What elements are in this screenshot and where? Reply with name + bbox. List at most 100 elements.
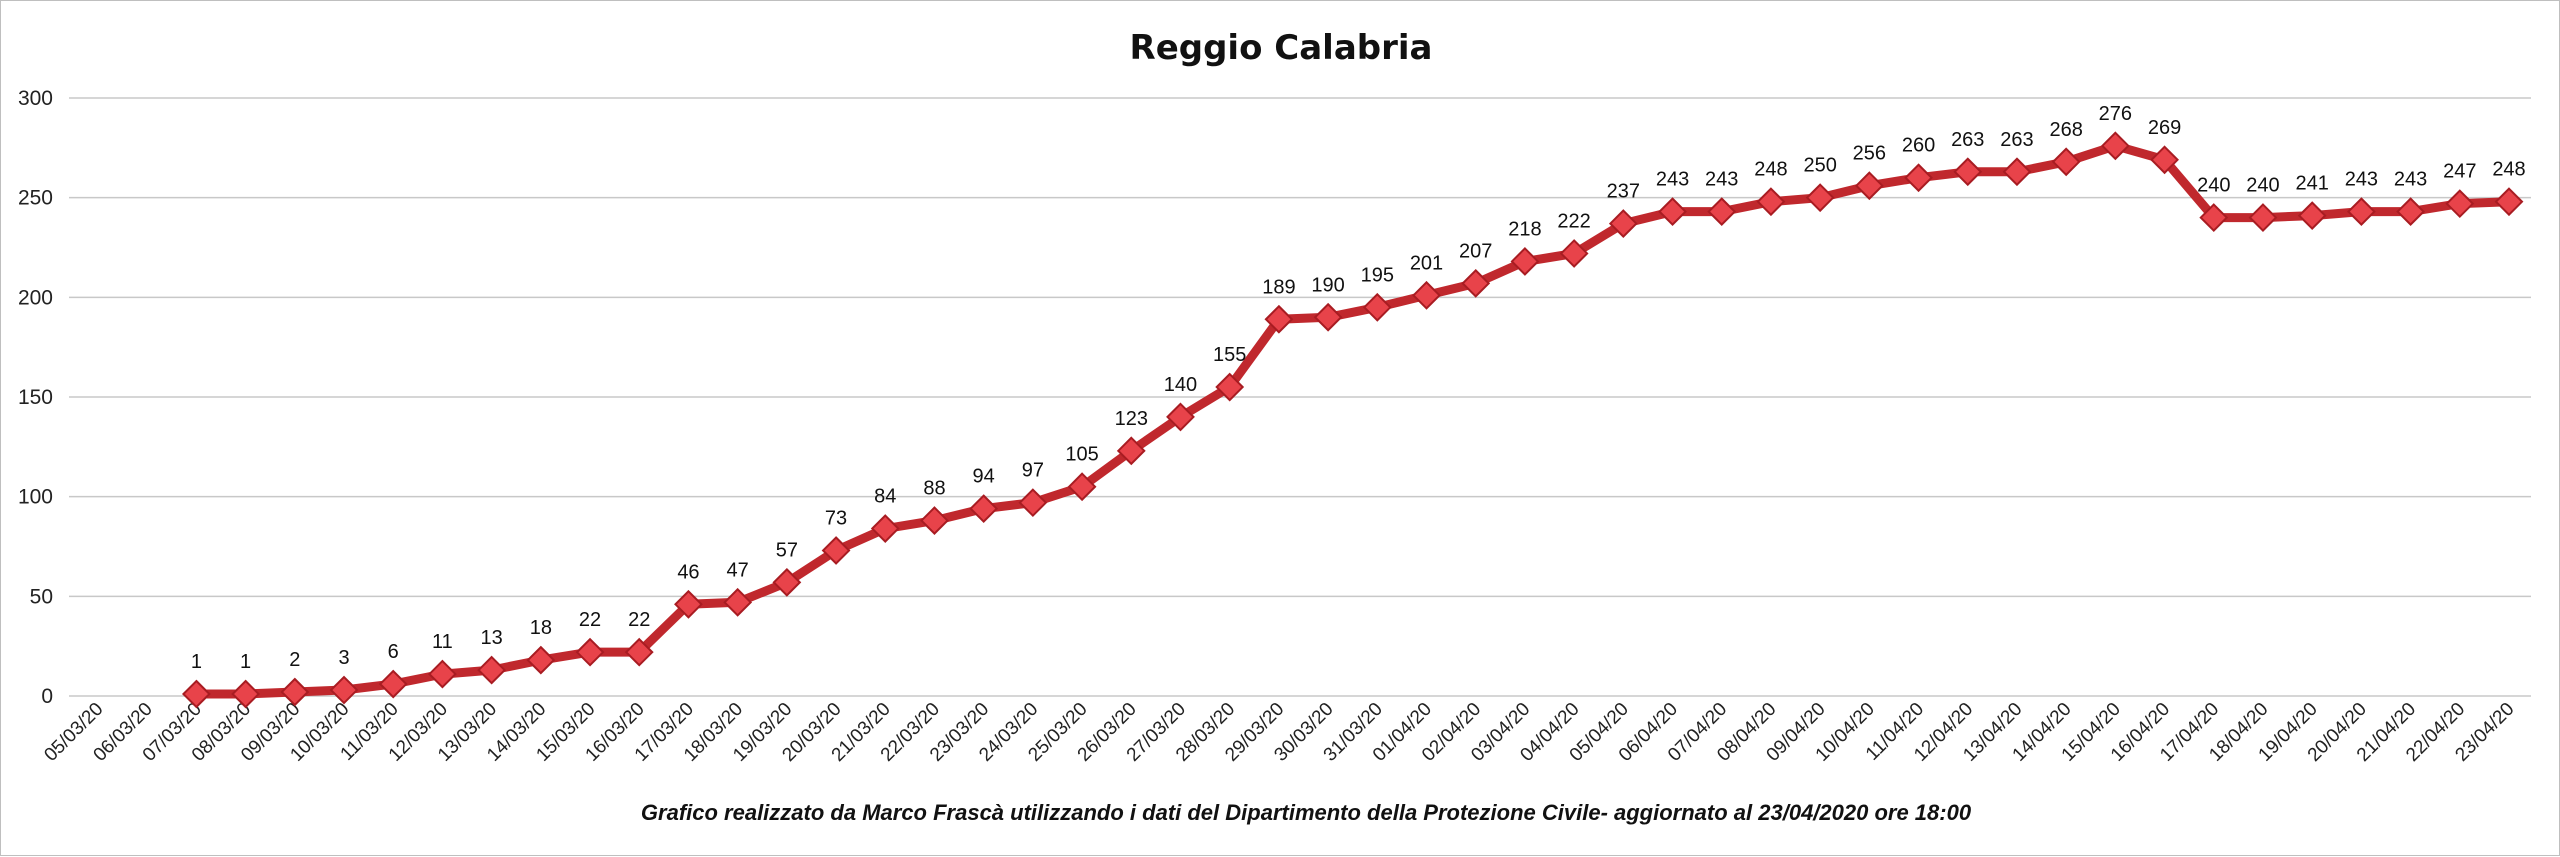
data-label: 22: [628, 609, 650, 631]
data-label: 84: [874, 486, 896, 508]
data-label: 57: [776, 539, 798, 561]
data-label: 243: [1656, 169, 1689, 191]
data-point-marker: [2445, 189, 2475, 219]
data-label: 105: [1065, 444, 1098, 466]
data-label: 222: [1557, 210, 1590, 232]
data-label: 243: [1705, 169, 1738, 191]
data-point-marker: [1264, 304, 1294, 334]
data-label: 240: [2246, 175, 2279, 197]
data-label: 140: [1164, 374, 1197, 396]
y-tick-label: 50: [30, 585, 53, 608]
data-point-marker: [526, 645, 556, 675]
data-label: 18: [530, 617, 552, 639]
data-point-marker: [1756, 187, 1786, 217]
data-point-marker: [1461, 268, 1491, 298]
data-label: 73: [825, 507, 847, 529]
data-point-marker: [1658, 197, 1687, 227]
data-point-marker: [477, 655, 507, 685]
data-label: 237: [1607, 181, 1640, 203]
data-point-marker: [2494, 187, 2524, 217]
data-point-marker: [1559, 239, 1589, 268]
data-label: 247: [2443, 161, 2476, 183]
data-label: 240: [2197, 175, 2230, 197]
data-point-marker: [821, 536, 851, 565]
data-label: 155: [1213, 344, 1246, 366]
y-tick-label: 100: [18, 486, 53, 509]
data-point-marker: [1608, 209, 1638, 238]
data-label: 263: [2000, 129, 2033, 151]
y-tick-label: 200: [18, 286, 53, 309]
data-point-marker: [1215, 372, 1245, 402]
data-label: 207: [1459, 240, 1492, 262]
data-label: 3: [338, 647, 349, 669]
chart-title: Reggio Calabria: [1130, 28, 1433, 68]
data-point-marker: [1313, 302, 1343, 332]
data-label: 94: [973, 466, 995, 488]
data-point-marker: [280, 677, 310, 707]
data-label: 195: [1361, 264, 1394, 286]
data-label: 88: [923, 478, 945, 500]
data-point-marker: [920, 506, 949, 536]
data-label: 268: [2049, 119, 2082, 141]
data-label: 256: [1853, 143, 1886, 165]
data-point-marker: [870, 514, 900, 543]
series-cases: [181, 131, 2524, 709]
data-label: 2: [289, 649, 300, 671]
y-tick-label: 300: [18, 87, 53, 110]
data-point-marker: [2100, 131, 2130, 161]
data-point-marker: [2297, 201, 2327, 231]
data-label: 250: [1803, 155, 1836, 177]
data-point-marker: [378, 669, 408, 699]
data-point-marker: [2150, 145, 2179, 175]
data-label: 241: [2295, 173, 2328, 195]
data-label: 248: [1754, 159, 1787, 181]
data-point-marker: [2248, 203, 2278, 233]
data-label: 263: [1951, 129, 1984, 151]
data-point-marker: [2346, 197, 2376, 227]
data-point-marker: [624, 637, 654, 667]
data-point-marker: [428, 659, 457, 689]
y-tick-label: 0: [41, 685, 53, 708]
data-label: 1: [240, 651, 251, 673]
data-point-marker: [329, 675, 359, 705]
data-label: 243: [2394, 169, 2427, 191]
data-point-marker: [1116, 436, 1146, 466]
data-label: 189: [1262, 276, 1295, 298]
data-point-marker: [181, 679, 211, 709]
data-label: 201: [1410, 252, 1443, 274]
series-line: [191, 141, 2514, 699]
gridlines: [69, 97, 2531, 697]
data-label: 248: [2492, 159, 2525, 181]
data-label: 11: [432, 631, 453, 653]
data-point-marker: [969, 494, 999, 524]
data-point-marker: [1067, 472, 1097, 502]
data-label: 46: [677, 561, 699, 583]
y-tick-label: 250: [18, 187, 53, 210]
x-axis-ticks: 05/03/2006/03/2007/03/2008/03/2009/03/20…: [40, 699, 2518, 766]
data-point-marker: [1510, 247, 1540, 276]
data-point-marker: [1953, 157, 1983, 187]
data-label: 47: [727, 559, 749, 581]
data-point-marker: [674, 589, 703, 619]
data-label: 243: [2345, 169, 2378, 191]
data-label: 13: [481, 627, 503, 649]
data-point-marker: [2002, 157, 2032, 187]
data-label: 22: [579, 609, 601, 631]
data-label: 97: [1022, 460, 1044, 482]
chart-caption: Grafico realizzato da Marco Frascà utili…: [641, 800, 1972, 825]
data-label: 260: [1902, 135, 1935, 157]
data-point-marker: [1904, 163, 1933, 193]
data-point-marker: [231, 679, 261, 709]
data-label: 276: [2099, 103, 2132, 125]
data-point-marker: [2199, 203, 2229, 233]
data-point-marker: [1854, 171, 1884, 201]
data-point-marker: [2396, 197, 2426, 227]
data-label: 1: [191, 651, 202, 673]
data-point-marker: [1707, 197, 1737, 227]
data-point-marker: [2051, 147, 2081, 177]
data-label: 190: [1311, 274, 1344, 296]
data-label: 123: [1115, 408, 1148, 430]
data-point-marker: [772, 567, 802, 597]
